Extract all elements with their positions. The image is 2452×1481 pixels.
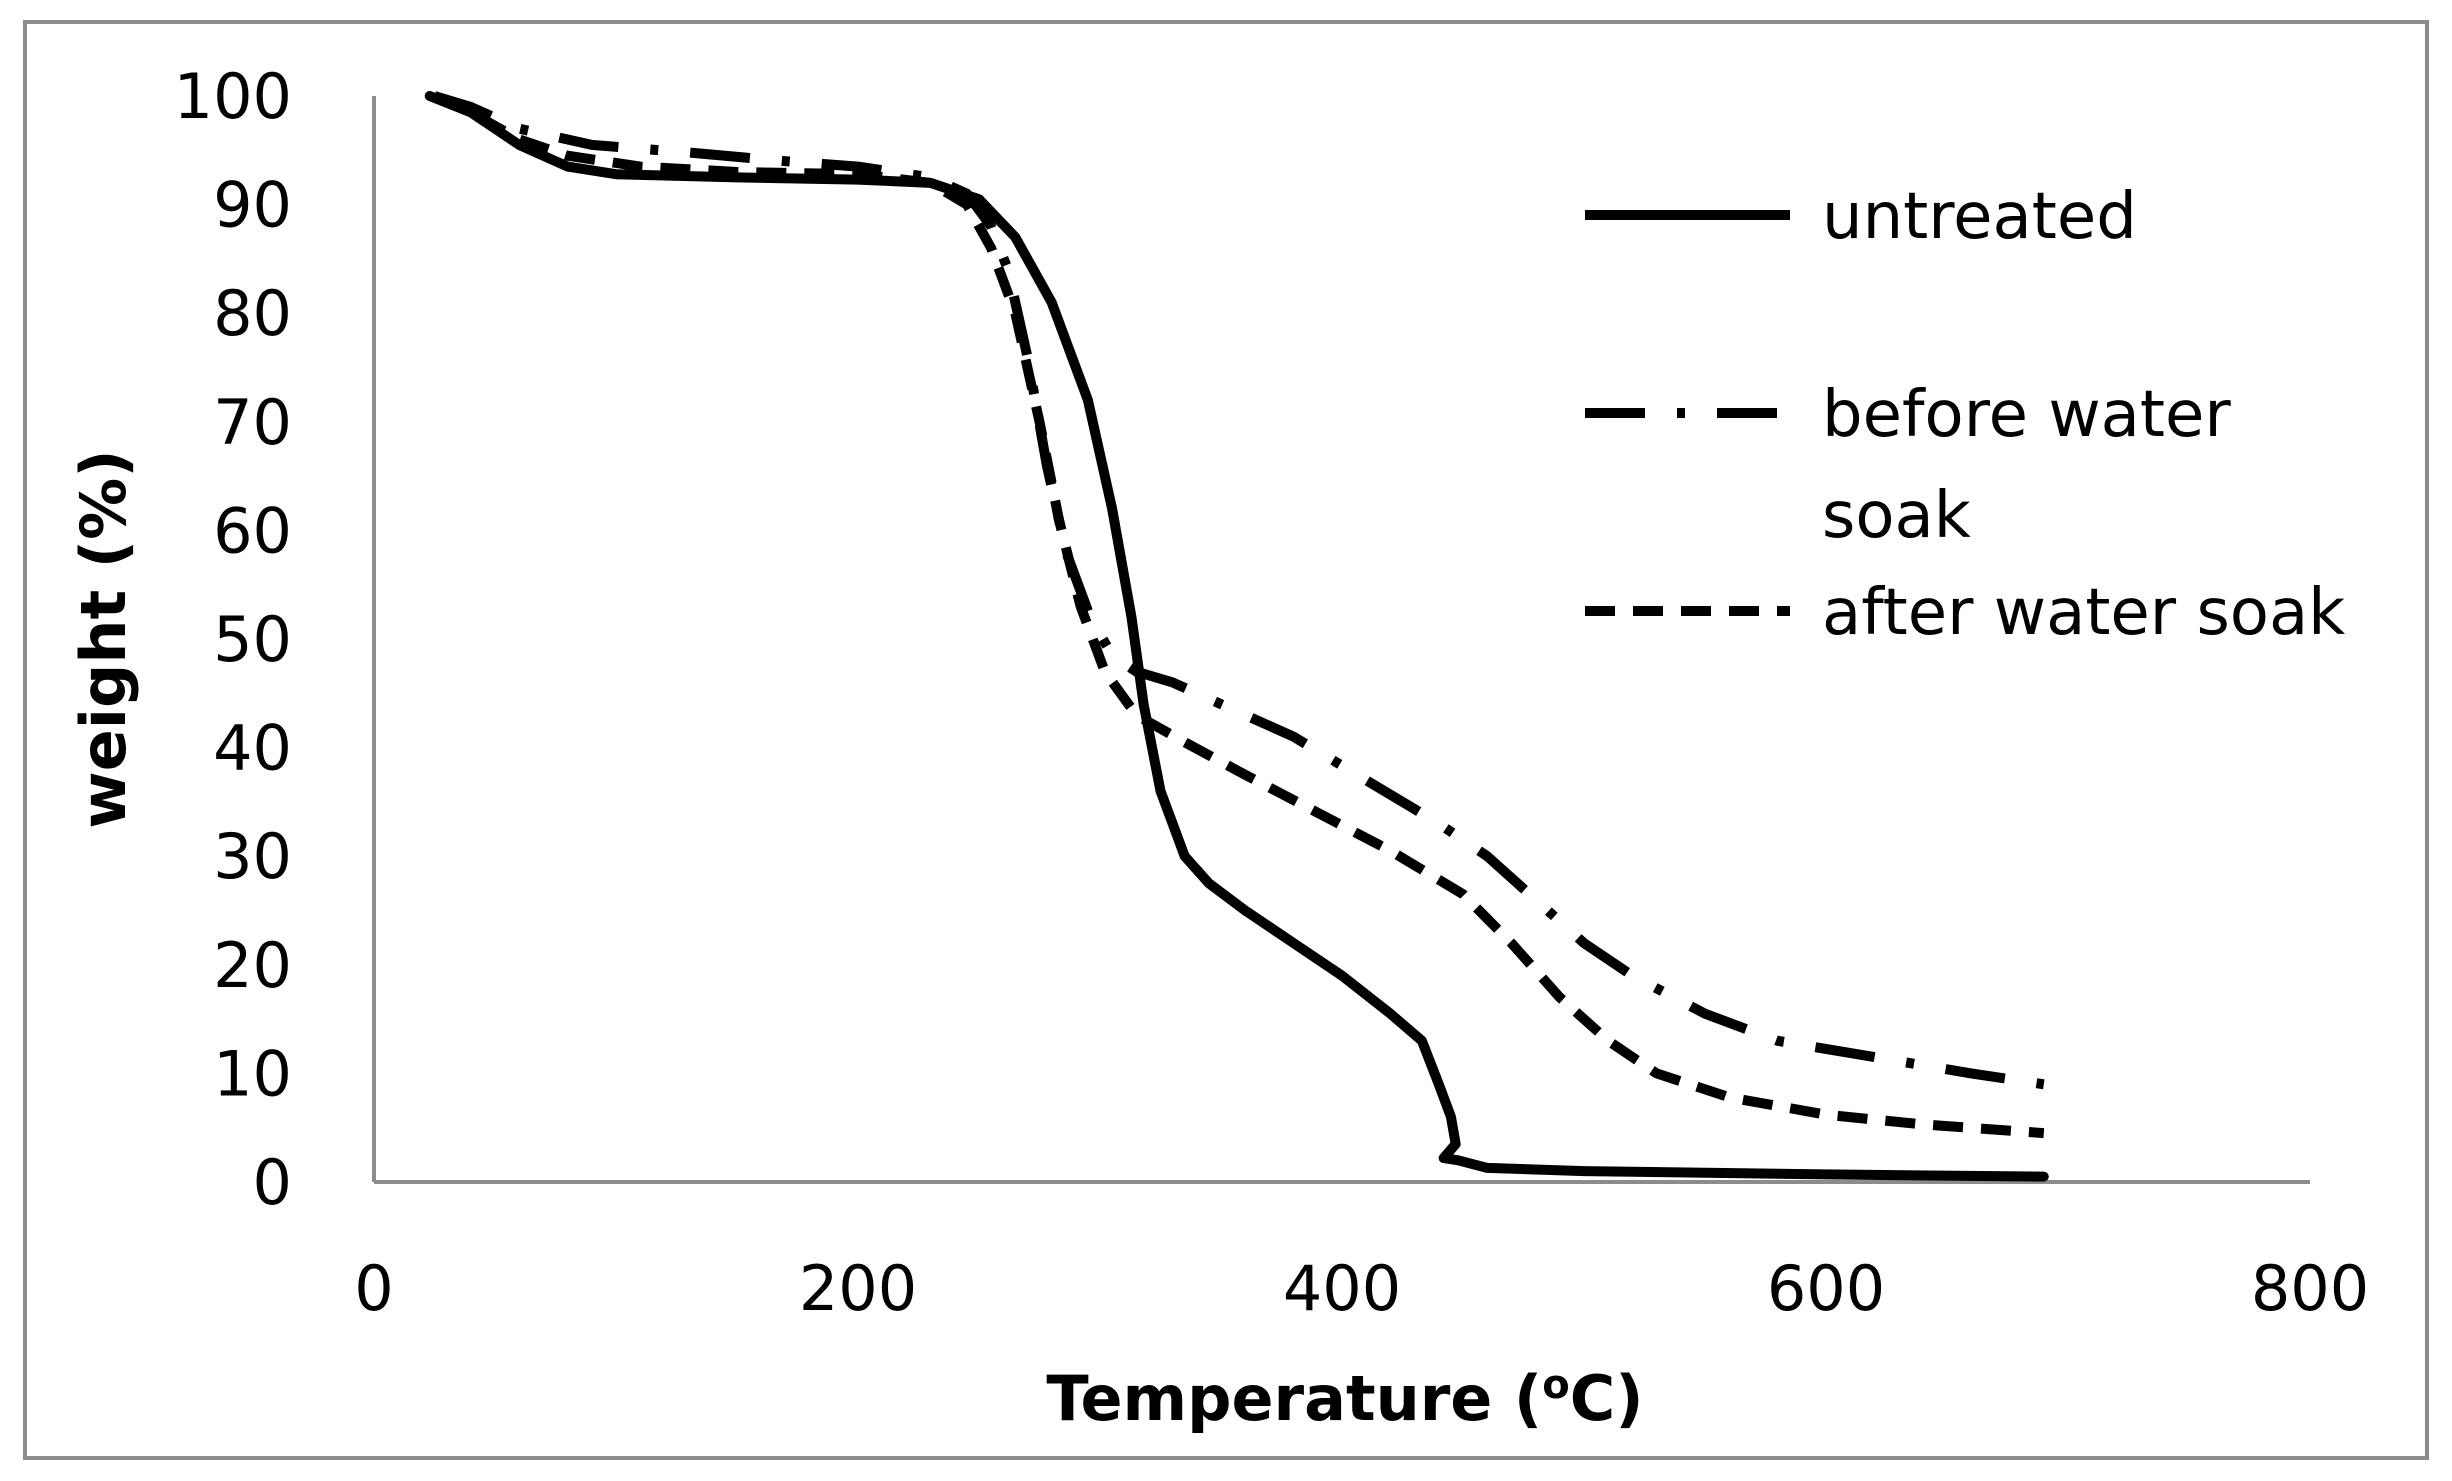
y-tick-label-40: 40 [213,712,292,785]
y-tick-label-20: 20 [213,929,292,1002]
x-axis-title-unit: C) [1570,1362,1644,1435]
legend-label-before-water-soak-line1: before water [1822,378,2231,452]
legend-label-untreated: untreated [1822,180,2137,254]
y-tick-label-50: 50 [213,603,292,676]
x-tick-label-600: 600 [1767,1252,1885,1325]
chart-border [23,20,2429,1460]
y-tick-label-100: 100 [174,60,292,133]
y-tick-label-60: 60 [213,494,292,567]
y-tick-label-70: 70 [213,386,292,459]
series-layer [424,91,2049,1182]
y-tick-labels: 0 10 20 30 40 50 60 70 80 90 100 [174,60,292,1219]
y-tick-label-90: 90 [213,169,292,242]
series-line-untreated [424,91,2049,1182]
series-line-after-water-soak [432,91,2045,1139]
x-axis-title-superscript: o [1542,1362,1569,1408]
legend-label-before-water-soak-line2: soak [1822,479,1971,553]
y-tick-label-0: 0 [253,1146,292,1219]
y-axis-title: weight (%) [67,449,140,828]
legend: untreated before water soak after water … [1585,180,2345,650]
x-tick-label-800: 800 [2251,1252,2369,1325]
y-tick-label-80: 80 [213,277,292,350]
y-tick-label-30: 30 [213,820,292,893]
y-tick-label-10: 10 [213,1037,292,1110]
legend-label-after-water-soak: after water soak [1822,576,2345,650]
x-tick-labels: 0 200 400 600 800 [354,1252,2369,1325]
x-axis-title: Temperature (oC) [1046,1362,1643,1435]
x-axis-title-main: Temperature ( [1046,1362,1542,1435]
x-tick-label-0: 0 [354,1252,393,1325]
series-line-before-water-soak [433,91,2045,1090]
x-tick-label-400: 400 [1283,1252,1401,1325]
x-tick-label-200: 200 [799,1252,917,1325]
